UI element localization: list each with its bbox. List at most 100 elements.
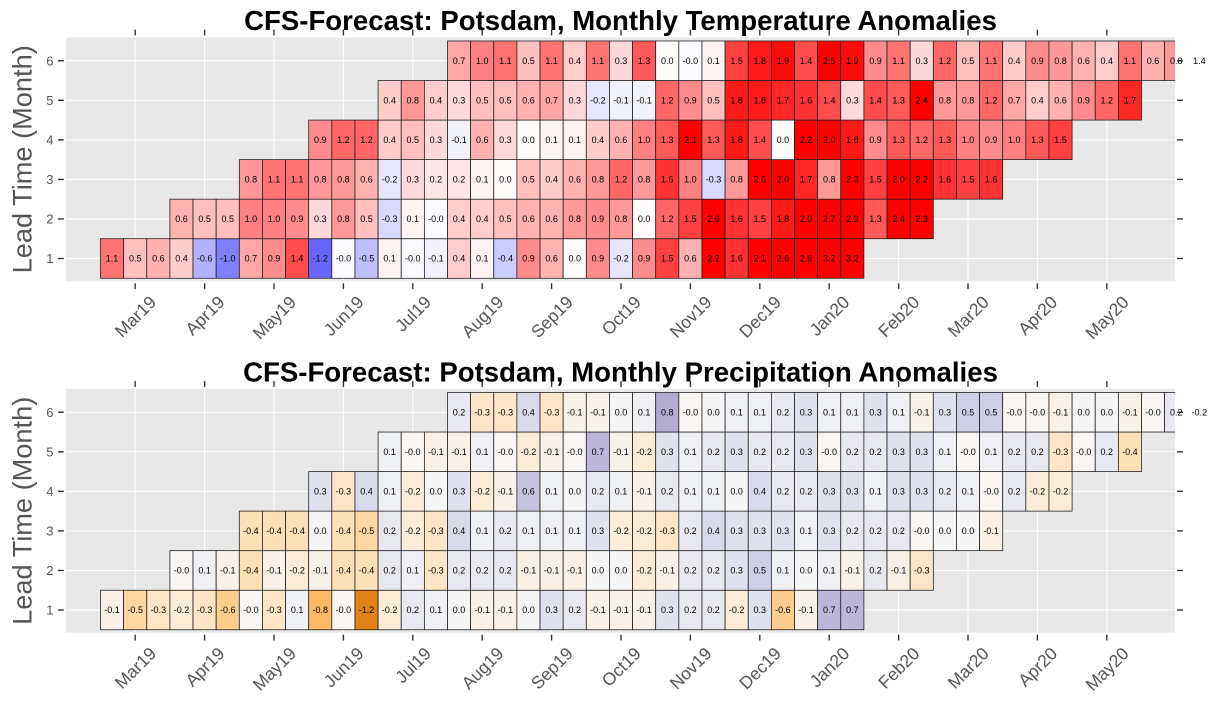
svg-text:0.1: 0.1 bbox=[545, 487, 558, 497]
svg-text:-0.2: -0.2 bbox=[636, 526, 652, 536]
svg-text:0.1: 0.1 bbox=[823, 407, 836, 417]
svg-text:1.1: 1.1 bbox=[985, 56, 998, 66]
svg-text:-0.4: -0.4 bbox=[243, 566, 259, 576]
svg-text:1.7: 1.7 bbox=[800, 175, 813, 185]
svg-text:0.3: 0.3 bbox=[661, 447, 674, 457]
svg-text:0.2: 0.2 bbox=[430, 175, 443, 185]
svg-text:0.9: 0.9 bbox=[592, 214, 605, 224]
svg-text:0.8: 0.8 bbox=[337, 175, 350, 185]
svg-text:3: 3 bbox=[46, 172, 53, 187]
svg-text:0.5: 0.5 bbox=[707, 95, 720, 105]
svg-text:1.1: 1.1 bbox=[592, 56, 605, 66]
svg-text:0.6: 0.6 bbox=[476, 135, 489, 145]
svg-text:-0.4: -0.4 bbox=[1122, 447, 1138, 457]
svg-text:2.4: 2.4 bbox=[915, 95, 928, 105]
svg-text:-0.2: -0.2 bbox=[636, 566, 652, 576]
svg-text:-0.1: -0.1 bbox=[498, 605, 514, 615]
svg-text:0.1: 0.1 bbox=[684, 487, 697, 497]
svg-text:0.7: 0.7 bbox=[592, 447, 605, 457]
svg-text:0.6: 0.6 bbox=[360, 175, 373, 185]
svg-text:-0.1: -0.1 bbox=[521, 566, 537, 576]
svg-text:-0.4: -0.4 bbox=[266, 526, 282, 536]
svg-text:1.1: 1.1 bbox=[892, 56, 905, 66]
svg-text:0.9: 0.9 bbox=[1031, 56, 1044, 66]
svg-text:0.2: 0.2 bbox=[707, 447, 720, 457]
svg-text:1.6: 1.6 bbox=[730, 254, 743, 264]
svg-text:2.0: 2.0 bbox=[892, 175, 905, 185]
svg-text:-0.1: -0.1 bbox=[891, 566, 907, 576]
svg-text:1.3: 1.3 bbox=[661, 135, 674, 145]
svg-text:-0.0: -0.0 bbox=[1030, 407, 1046, 417]
svg-text:0.4: 0.4 bbox=[545, 175, 558, 185]
svg-text:3.2: 3.2 bbox=[846, 254, 859, 264]
svg-text:0.8: 0.8 bbox=[823, 175, 836, 185]
svg-text:0.0: 0.0 bbox=[499, 175, 512, 185]
svg-text:0.9: 0.9 bbox=[869, 135, 882, 145]
svg-text:0.6: 0.6 bbox=[615, 135, 628, 145]
svg-text:0.0: 0.0 bbox=[592, 566, 605, 576]
svg-text:1.1: 1.1 bbox=[268, 175, 281, 185]
svg-text:-0.0: -0.0 bbox=[1076, 447, 1092, 457]
svg-text:0.3: 0.3 bbox=[823, 487, 836, 497]
svg-text:0.5: 0.5 bbox=[407, 135, 420, 145]
svg-text:5: 5 bbox=[46, 444, 53, 459]
svg-text:3: 3 bbox=[46, 524, 53, 539]
svg-text:1.2: 1.2 bbox=[661, 95, 674, 105]
svg-text:1.6: 1.6 bbox=[939, 175, 952, 185]
svg-text:0.2: 0.2 bbox=[661, 487, 674, 497]
svg-text:0.1: 0.1 bbox=[522, 526, 535, 536]
svg-text:0.3: 0.3 bbox=[823, 526, 836, 536]
svg-text:0.2: 0.2 bbox=[869, 526, 882, 536]
svg-text:0.3: 0.3 bbox=[777, 526, 790, 536]
svg-text:0.0: 0.0 bbox=[661, 56, 674, 66]
svg-text:1: 1 bbox=[46, 251, 53, 266]
svg-text:0.1: 0.1 bbox=[407, 566, 420, 576]
svg-text:0.2: 0.2 bbox=[1101, 447, 1114, 457]
svg-text:-0.0: -0.0 bbox=[821, 447, 837, 457]
svg-text:0.0: 0.0 bbox=[638, 214, 651, 224]
svg-text:-0.0: -0.0 bbox=[960, 447, 976, 457]
svg-text:0.8: 0.8 bbox=[1170, 56, 1183, 66]
svg-text:-0.3: -0.3 bbox=[197, 605, 213, 615]
svg-text:-0.3: -0.3 bbox=[428, 566, 444, 576]
svg-text:0.8: 0.8 bbox=[592, 175, 605, 185]
svg-text:-1.2: -1.2 bbox=[359, 605, 375, 615]
svg-text:0.1: 0.1 bbox=[684, 447, 697, 457]
svg-text:0.4: 0.4 bbox=[522, 407, 535, 417]
svg-text:-0.5: -0.5 bbox=[359, 254, 375, 264]
svg-text:1.3: 1.3 bbox=[892, 95, 905, 105]
svg-text:1.0: 1.0 bbox=[638, 135, 651, 145]
svg-text:-0.2: -0.2 bbox=[590, 95, 606, 105]
svg-text:0.2: 0.2 bbox=[707, 566, 720, 576]
svg-text:0.3: 0.3 bbox=[545, 605, 558, 615]
svg-text:0.5: 0.5 bbox=[962, 56, 975, 66]
svg-text:0.1: 0.1 bbox=[476, 254, 489, 264]
svg-text:-0.4: -0.4 bbox=[336, 566, 352, 576]
svg-text:1.3: 1.3 bbox=[707, 135, 720, 145]
svg-text:0.1: 0.1 bbox=[568, 526, 581, 536]
svg-text:0.4: 0.4 bbox=[430, 95, 443, 105]
svg-text:0.5: 0.5 bbox=[522, 175, 535, 185]
svg-text:0.7: 0.7 bbox=[1008, 95, 1021, 105]
svg-text:-0.3: -0.3 bbox=[1053, 447, 1069, 457]
svg-text:-0.2: -0.2 bbox=[382, 605, 398, 615]
svg-text:0.3: 0.3 bbox=[892, 447, 905, 457]
svg-text:0.2: 0.2 bbox=[1031, 447, 1044, 457]
svg-text:0.6: 0.6 bbox=[522, 487, 535, 497]
svg-text:0.3: 0.3 bbox=[754, 526, 767, 536]
svg-text:1.4: 1.4 bbox=[823, 95, 836, 105]
svg-text:0.9: 0.9 bbox=[1077, 95, 1090, 105]
svg-text:0.8: 0.8 bbox=[962, 95, 975, 105]
svg-text:0.0: 0.0 bbox=[453, 605, 466, 615]
svg-text:-0.1: -0.1 bbox=[220, 566, 236, 576]
svg-text:-0.3: -0.3 bbox=[474, 407, 490, 417]
svg-text:2.1: 2.1 bbox=[684, 135, 697, 145]
svg-text:0.3: 0.3 bbox=[407, 175, 420, 185]
svg-text:-0.1: -0.1 bbox=[845, 566, 861, 576]
svg-text:2.1: 2.1 bbox=[754, 254, 767, 264]
svg-text:1.1: 1.1 bbox=[1124, 56, 1137, 66]
svg-text:1.4: 1.4 bbox=[800, 56, 813, 66]
svg-text:0.2: 0.2 bbox=[453, 407, 466, 417]
svg-text:0.2: 0.2 bbox=[684, 566, 697, 576]
svg-text:0.8: 0.8 bbox=[245, 175, 258, 185]
